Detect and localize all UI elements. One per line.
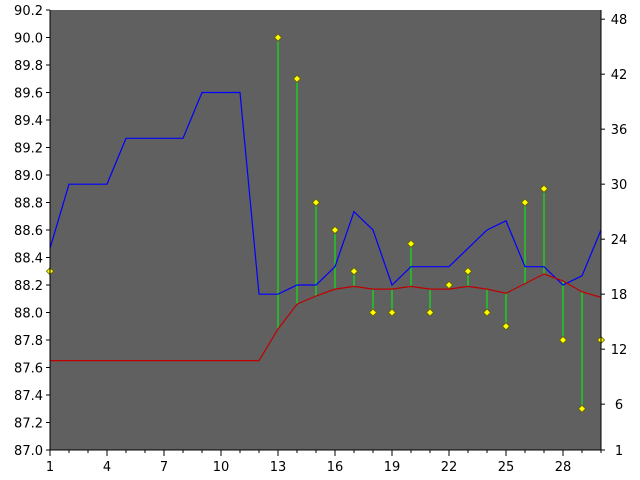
y-left-tick-label: 88.4 <box>14 252 43 267</box>
y-left-tick-label: 87.2 <box>14 417 43 432</box>
data-markers <box>45 33 606 413</box>
y-left-tick-label: 87.8 <box>14 334 43 349</box>
x-tick-label: 13 <box>270 460 287 475</box>
y-left-tick-labels: 87.0 87.2 87.4 87.6 87.8 88.0 88.2 88.4 88.6 88.8… <box>14 4 43 459</box>
y-right-tick-label: 42 <box>611 68 628 83</box>
blue-series-line <box>49 91 602 295</box>
y-left-tick-label: 89.0 <box>14 169 43 184</box>
y-right-tick-label: 30 <box>611 178 628 193</box>
y-right-tick-label: 12 <box>611 343 628 358</box>
marker-23 <box>463 267 473 276</box>
x-tick-label: 25 <box>498 460 515 475</box>
y-right-tick-label: 6 <box>615 398 623 413</box>
marker-17 <box>349 267 359 276</box>
y-right-tick-label: 24 <box>611 233 628 248</box>
y-left-tick-label: 87.6 <box>14 362 43 377</box>
red-series-line <box>50 273 602 362</box>
y-left-tick-label: 88.8 <box>14 197 43 212</box>
marker-21 <box>425 308 435 317</box>
marker-20 <box>406 239 416 248</box>
x-tick-label: 16 <box>327 460 344 475</box>
x-tick-label: 22 <box>441 460 458 475</box>
marker-18 <box>368 308 378 317</box>
series-lines <box>49 91 602 362</box>
y-left-tick-label: 88.0 <box>14 307 43 322</box>
y-right-tick-label: 48 <box>611 13 628 28</box>
marker-25 <box>501 322 511 331</box>
y-left-tick-label: 88.2 <box>14 279 43 294</box>
y-right-tick-labels: 1 6 12 18 24 30 36 42 48 <box>611 13 628 459</box>
marker-26 <box>520 198 530 207</box>
x-tick-label: 1 <box>46 460 54 475</box>
marker-16 <box>330 225 340 235</box>
marker-14 <box>292 74 302 83</box>
plot-area <box>50 10 601 450</box>
x-tick-label: 4 <box>103 460 111 475</box>
marker-29 <box>577 404 587 413</box>
x-tick-label: 19 <box>384 460 401 475</box>
y-left-tick-label: 88.6 <box>14 224 43 239</box>
marker-28 <box>558 335 568 345</box>
x-tick-label: 7 <box>160 460 168 475</box>
y-right-tick-label: 1 <box>615 444 623 459</box>
y-left-tick-label: 89.6 <box>14 87 43 102</box>
y-left-tick-label: 89.8 <box>14 59 43 74</box>
marker-19 <box>387 308 397 317</box>
marker-22 <box>444 280 454 290</box>
marker-24 <box>482 308 492 317</box>
y-left-tick-label: 87.0 <box>14 444 43 459</box>
x-tick-labels: 1 4 7 10 13 16 19 22 25 28 <box>46 460 571 475</box>
y-left-tick-label: 87.4 <box>14 389 43 404</box>
y-left-tick-label: 90.2 <box>14 4 43 19</box>
y-right-tick-label: 18 <box>611 288 628 303</box>
x-tick-label: 10 <box>213 460 230 475</box>
marker-15 <box>311 198 321 207</box>
marker-27 <box>539 184 549 193</box>
axes <box>46 9 605 456</box>
y-right-tick-label: 36 <box>611 123 628 138</box>
y-left-tick-label: 89.4 <box>14 114 43 129</box>
x-tick-label: 28 <box>555 460 572 475</box>
y-left-tick-label: 89.2 <box>14 142 43 157</box>
y-left-tick-label: 90.0 <box>14 32 43 47</box>
marker-13 <box>273 33 283 42</box>
